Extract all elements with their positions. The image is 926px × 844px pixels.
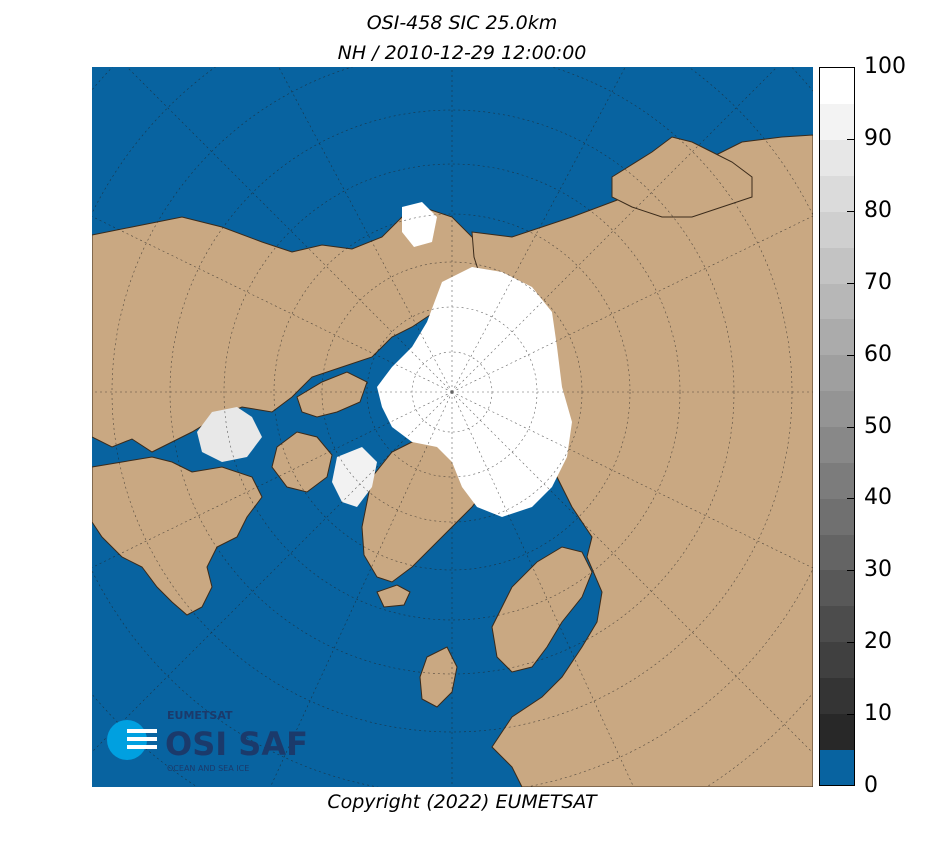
colorbar-segment <box>820 713 854 750</box>
colorbar-tick-mark <box>847 282 855 284</box>
colorbar-segment <box>820 426 854 463</box>
sea-ice <box>197 202 572 517</box>
colorbar-tick-mark <box>847 570 855 572</box>
arctic-archipelago <box>296 371 368 418</box>
colorbar-tick-label: 10 <box>864 701 892 727</box>
logo-brand: EUMETSAT <box>167 709 233 722</box>
osisaf-logo: EUMETSAT OSI SAF OCEAN AND SEA ICE <box>105 705 325 775</box>
logo-graphic: EUMETSAT OSI SAF OCEAN AND SEA ICE <box>107 709 308 773</box>
north-america-south <box>92 456 263 616</box>
colorbar-tick-mark <box>847 138 855 140</box>
colorbar-segment <box>820 354 854 392</box>
colorbar-tick-mark <box>847 354 855 356</box>
graticule <box>92 67 813 787</box>
scandinavia <box>491 546 593 673</box>
iceland <box>376 584 411 608</box>
land-masses <box>92 134 813 787</box>
colorbar-segment <box>820 175 854 212</box>
logo-name: OSI SAF <box>165 725 308 763</box>
british-isles <box>419 646 458 708</box>
colorbar-segment <box>820 569 854 607</box>
colorbar-tick-label: 90 <box>864 125 892 151</box>
baffin-island <box>271 431 333 493</box>
baffin-bay-ice <box>332 447 377 507</box>
colorbar-segment <box>820 498 854 535</box>
map-subtitle: NH / 2010-12-29 12:00:00 <box>337 42 587 64</box>
colorbar-segment <box>820 462 854 499</box>
colorbar-segment <box>820 677 854 714</box>
colorbar-tick-label: 80 <box>864 197 892 223</box>
colorbar-segment <box>820 605 854 643</box>
colorbar-tick-label: 50 <box>864 413 892 439</box>
colorbar-tick-mark <box>847 642 855 644</box>
colorbar-tick-mark <box>847 714 855 716</box>
colorbar-tick-label: 60 <box>864 341 892 367</box>
colorbar <box>819 67 855 786</box>
colorbar-tick-label: 0 <box>864 773 878 798</box>
colorbar-segment <box>820 103 854 141</box>
colorbar-segment <box>820 641 854 678</box>
colorbar-tick-label: 30 <box>864 557 892 583</box>
colorbar-segment <box>820 534 854 571</box>
beaufort-ice <box>402 202 437 247</box>
colorbar-segment <box>820 139 854 177</box>
colorbar-segment <box>820 68 854 105</box>
colorbar-segment <box>820 211 854 248</box>
colorbar-segment <box>820 390 854 427</box>
polar-stereographic-map <box>92 67 813 787</box>
colorbar-tick-label: 20 <box>864 629 892 655</box>
colorbar-segment <box>820 283 854 320</box>
colorbar-segment <box>820 318 854 356</box>
arctic-ice-pack <box>377 267 572 517</box>
colorbar-tick-label: 70 <box>864 269 892 295</box>
colorbar-tick-mark <box>847 426 855 428</box>
colorbar-tick-label: 40 <box>864 485 892 511</box>
colorbar-tick-mark <box>847 210 855 212</box>
colorbar-tick-label: 100 <box>864 54 906 79</box>
map-title: OSI-458 SIC 25.0km <box>366 12 558 34</box>
north-america-land <box>92 206 493 453</box>
colorbar-segment <box>820 749 854 785</box>
colorbar-segment <box>820 247 854 284</box>
hudson-bay-ice <box>197 407 262 462</box>
copyright-text: Copyright (2022) EUMETSAT <box>327 791 597 813</box>
colorbar-tick-mark <box>847 498 855 500</box>
sea-ice-map <box>92 67 813 787</box>
logo-tagline: OCEAN AND SEA ICE <box>167 764 249 773</box>
